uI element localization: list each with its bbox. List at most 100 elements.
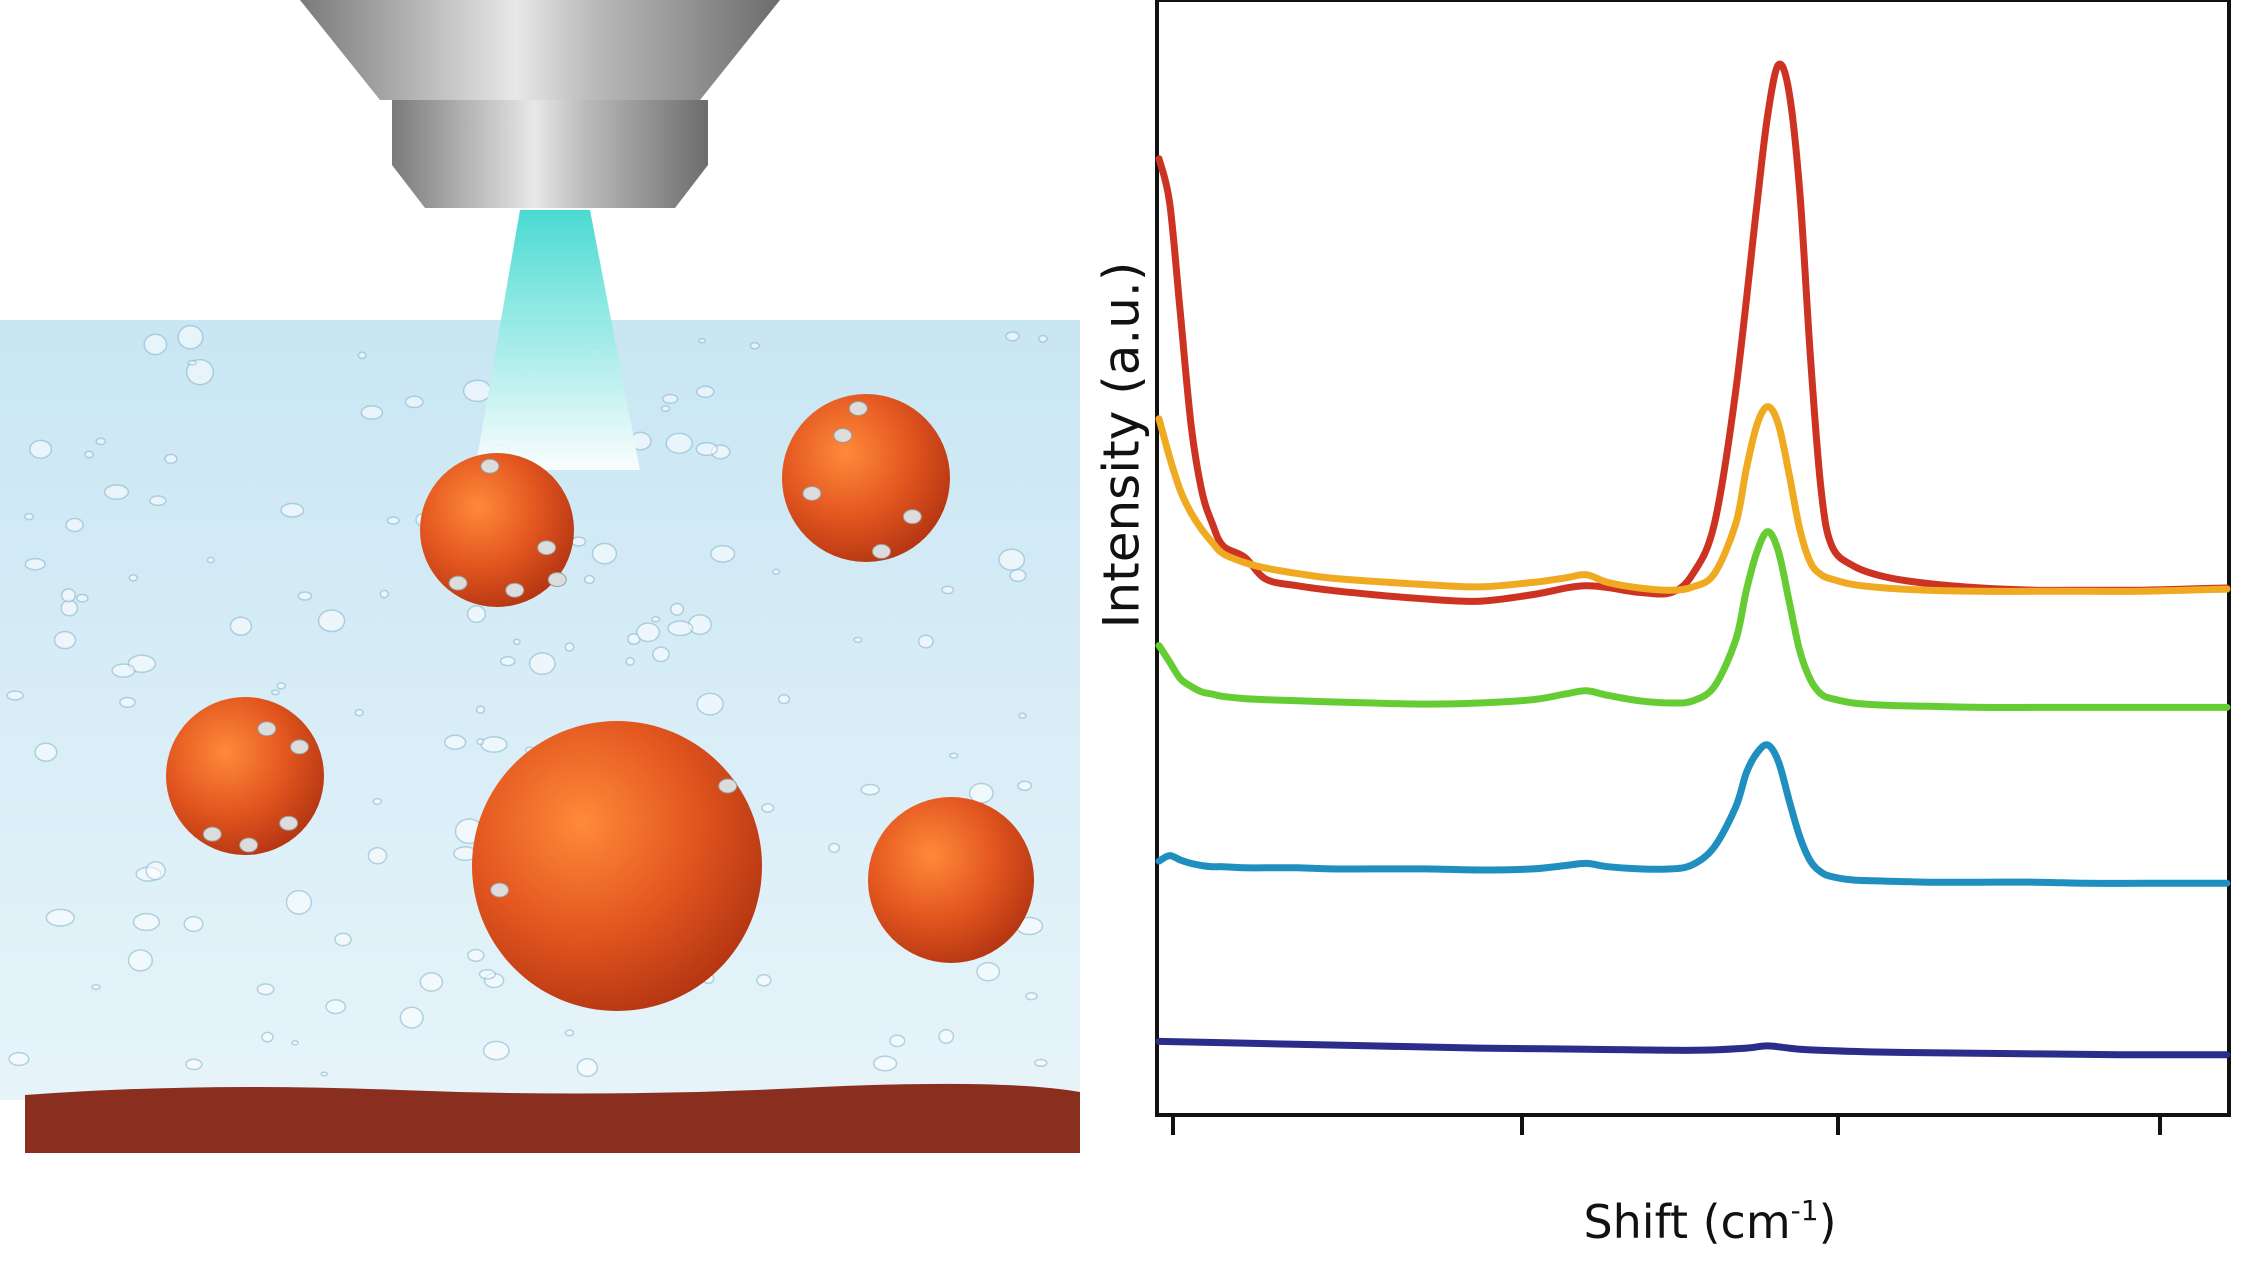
raman-spectra-chart: Intensity (a.u.) Shift (cm-1): [1093, 0, 2231, 1249]
bubble-icon: [772, 568, 781, 576]
plot-frame: [1155, 0, 2231, 1117]
bubble-icon: [145, 861, 166, 881]
laser-beam-icon: [475, 210, 640, 470]
bubble-icon: [24, 557, 46, 571]
bubble-icon: [8, 1051, 30, 1067]
bubble-icon: [1034, 1058, 1048, 1068]
bubble-icon: [379, 589, 389, 599]
satellite-nanoparticle-icon: [202, 826, 222, 842]
bubble-icon: [372, 797, 383, 806]
bubble-icon: [710, 545, 736, 563]
bubble-icon: [24, 512, 35, 521]
bubble-icon: [660, 405, 671, 413]
satellite-nanoparticle-icon: [902, 509, 922, 525]
satellite-nanoparticle-icon: [537, 540, 557, 556]
bubble-icon: [132, 912, 161, 932]
bubble-icon: [476, 738, 485, 746]
bubble-icon: [143, 333, 168, 356]
satellite-nanoparticle-icon: [833, 427, 853, 443]
bubble-icon: [185, 1058, 203, 1071]
spectrum-series-3: [1155, 528, 2231, 711]
satellite-nanoparticle-icon: [802, 485, 822, 501]
bubble-icon: [256, 983, 275, 996]
bubble-icon: [60, 588, 77, 603]
bubble-icon: [571, 536, 587, 547]
bubble-icon: [696, 385, 715, 398]
bubble-icon: [480, 736, 508, 753]
satellite-nanoparticle-icon: [848, 400, 868, 416]
bubble-icon: [828, 842, 841, 854]
bubble-icon: [119, 696, 136, 709]
bubble-icon: [164, 453, 178, 465]
bubble-icon: [111, 663, 136, 678]
bubble-icon: [177, 324, 204, 350]
bubble-icon: [667, 620, 694, 637]
bubble-icon: [938, 1029, 955, 1044]
bubble-icon: [334, 932, 352, 947]
bubble-icon: [270, 689, 280, 696]
bubble-icon: [1005, 331, 1020, 342]
satellite-nanoparticle-icon: [480, 458, 500, 474]
bubble-icon: [475, 705, 486, 714]
bubble-icon: [482, 1040, 510, 1061]
bubble-icon: [749, 342, 760, 350]
bubble-icon: [1017, 780, 1033, 792]
bubble-icon: [591, 542, 618, 565]
bubble-icon: [761, 803, 775, 813]
spectrum-series-2: [1155, 403, 2231, 595]
bubble-icon: [662, 393, 679, 405]
bubble-icon: [513, 638, 521, 646]
bubble-icon: [29, 439, 53, 459]
bubble-icon: [941, 585, 955, 595]
bubble-icon: [60, 599, 79, 617]
bubble-group: [6, 324, 1048, 1078]
x-axis-title: Shift (cm-1): [1583, 1194, 1836, 1249]
satellite-nanoparticle-icon: [505, 582, 525, 598]
bubble-icon: [320, 1071, 329, 1077]
bubble-icon: [354, 708, 364, 717]
bubble-icon: [291, 1039, 299, 1046]
bubble-icon: [206, 556, 215, 564]
bubble-icon: [127, 654, 157, 673]
series-group: [1155, 60, 2231, 1059]
x-axis-title-close: ): [1819, 1195, 1837, 1249]
nanoparticle-icon: [166, 697, 324, 855]
bubble-icon: [564, 642, 575, 652]
laser-ablation-illustration: [0, 0, 1080, 1153]
bubble-icon: [917, 634, 934, 649]
bubble-icon: [636, 622, 661, 643]
bubble-icon: [261, 1031, 274, 1043]
bubble-icon: [103, 484, 130, 500]
satellite-nanoparticle-icon: [871, 543, 891, 559]
bubble-icon: [467, 948, 485, 962]
bubble-icon: [357, 351, 367, 360]
bubble-icon: [128, 574, 139, 582]
bubble-icon: [669, 602, 685, 616]
bubble-icon: [478, 968, 497, 980]
nanoparticle-icon: [782, 394, 950, 562]
bubble-icon: [576, 1058, 599, 1078]
bubble-icon: [696, 692, 724, 716]
bubble-icon: [280, 502, 305, 518]
bubble-icon: [1009, 568, 1027, 583]
bubble-icon: [386, 516, 400, 525]
x-axis-title-main: Shift (cm: [1583, 1195, 1790, 1249]
bubble-icon: [444, 734, 467, 750]
nanoparticle-icon: [420, 453, 574, 607]
bubble-icon: [872, 1055, 898, 1072]
bubble-icon: [564, 1029, 575, 1037]
satellite-nanoparticle-icon: [547, 572, 567, 588]
bubble-icon: [149, 495, 167, 507]
bubble-icon: [528, 652, 556, 676]
satellite-nanoparticle-icon: [239, 837, 259, 853]
bubble-icon: [860, 783, 880, 796]
nanoparticle-icon: [472, 721, 762, 1011]
satellite-nanoparticle-icon: [279, 815, 299, 831]
nanoparticle-icon: [868, 797, 1034, 963]
bubble-icon: [6, 690, 24, 701]
bubble-icon: [698, 337, 707, 344]
bubble-icon: [695, 441, 718, 457]
bubble-icon: [317, 609, 346, 633]
x-axis-ticks: [1171, 1115, 2162, 1135]
bubble-icon: [34, 742, 58, 762]
